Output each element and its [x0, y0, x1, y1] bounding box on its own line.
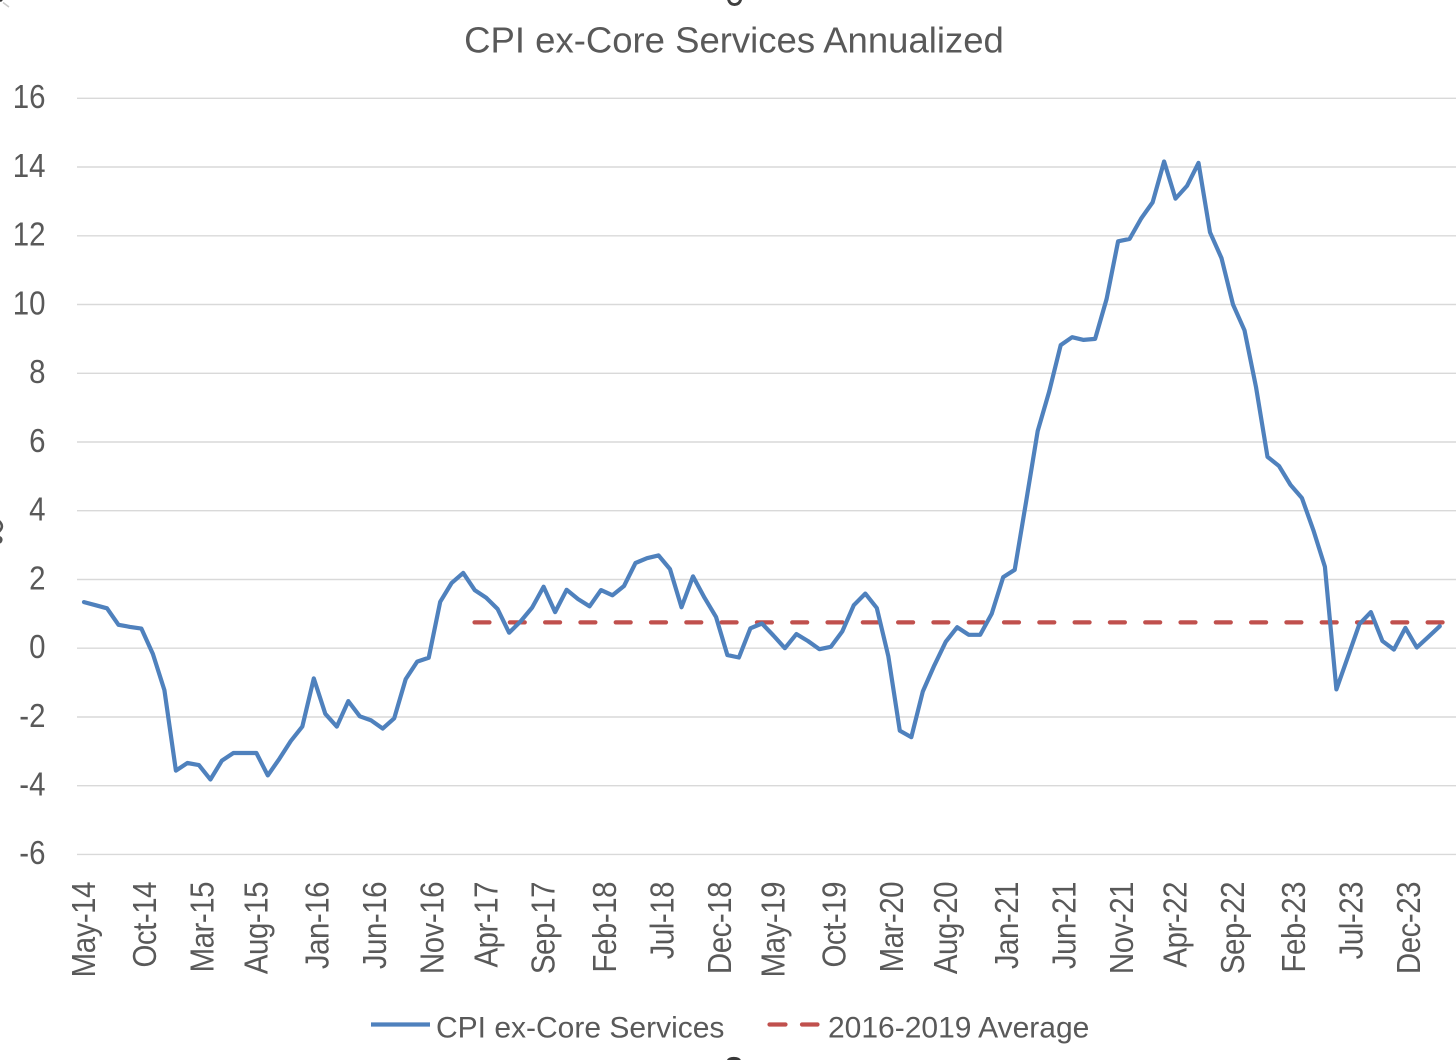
svg-text:Feb-18: Feb-18 [585, 882, 623, 972]
svg-text:-2: -2 [19, 696, 45, 734]
svg-text:Dec-23: Dec-23 [1389, 882, 1427, 974]
svg-text:Jul-23: Jul-23 [1332, 882, 1370, 959]
svg-text:Oct-14: Oct-14 [125, 882, 163, 968]
svg-text:Aug-20: Aug-20 [926, 882, 964, 974]
svg-text:2: 2 [29, 558, 45, 596]
svg-text:Aug-15: Aug-15 [237, 882, 275, 974]
svg-text:10: 10 [13, 283, 46, 321]
svg-text:Nov-16: Nov-16 [413, 882, 451, 974]
svg-text:16: 16 [13, 77, 46, 115]
svg-text:CPI ex-Core Services Annualize: CPI ex-Core Services Annualized [464, 20, 1004, 61]
svg-text:Feb-23: Feb-23 [1274, 882, 1312, 972]
svg-text:2016-2019 Average: 2016-2019 Average [828, 1012, 1089, 1045]
svg-text:CPI ex-Core Services: CPI ex-Core Services [436, 1012, 724, 1045]
svg-text:Nov-21: Nov-21 [1102, 882, 1140, 974]
svg-text:-6: -6 [19, 833, 45, 871]
svg-text:12: 12 [13, 215, 46, 253]
svg-text:8: 8 [29, 352, 45, 390]
svg-text:Apr-17: Apr-17 [466, 882, 504, 968]
svg-text:Jul-18: Jul-18 [642, 882, 680, 959]
svg-text:Mar-20: Mar-20 [872, 882, 910, 972]
svg-text:Sep-22: Sep-22 [1213, 882, 1251, 974]
svg-text:4: 4 [29, 490, 45, 528]
svg-text:Apr-22: Apr-22 [1156, 882, 1194, 968]
svg-text:Sep-17: Sep-17 [524, 882, 562, 974]
svg-text:Oct-19: Oct-19 [815, 882, 853, 968]
svg-text:May-14: May-14 [64, 882, 102, 977]
svg-text:Mar-15: Mar-15 [183, 882, 221, 972]
svg-text:14: 14 [13, 146, 46, 184]
svg-text:Jan-21: Jan-21 [987, 882, 1025, 969]
svg-text:0: 0 [29, 627, 45, 665]
svg-text:Jun-21: Jun-21 [1045, 882, 1083, 969]
svg-text:6: 6 [29, 421, 45, 459]
svg-text:May-19: May-19 [754, 882, 792, 977]
svg-text:-4: -4 [19, 765, 45, 803]
svg-text:Jun-16: Jun-16 [355, 882, 393, 969]
svg-text:Dec-18: Dec-18 [700, 882, 738, 974]
svg-text:Jan-16: Jan-16 [298, 882, 336, 969]
